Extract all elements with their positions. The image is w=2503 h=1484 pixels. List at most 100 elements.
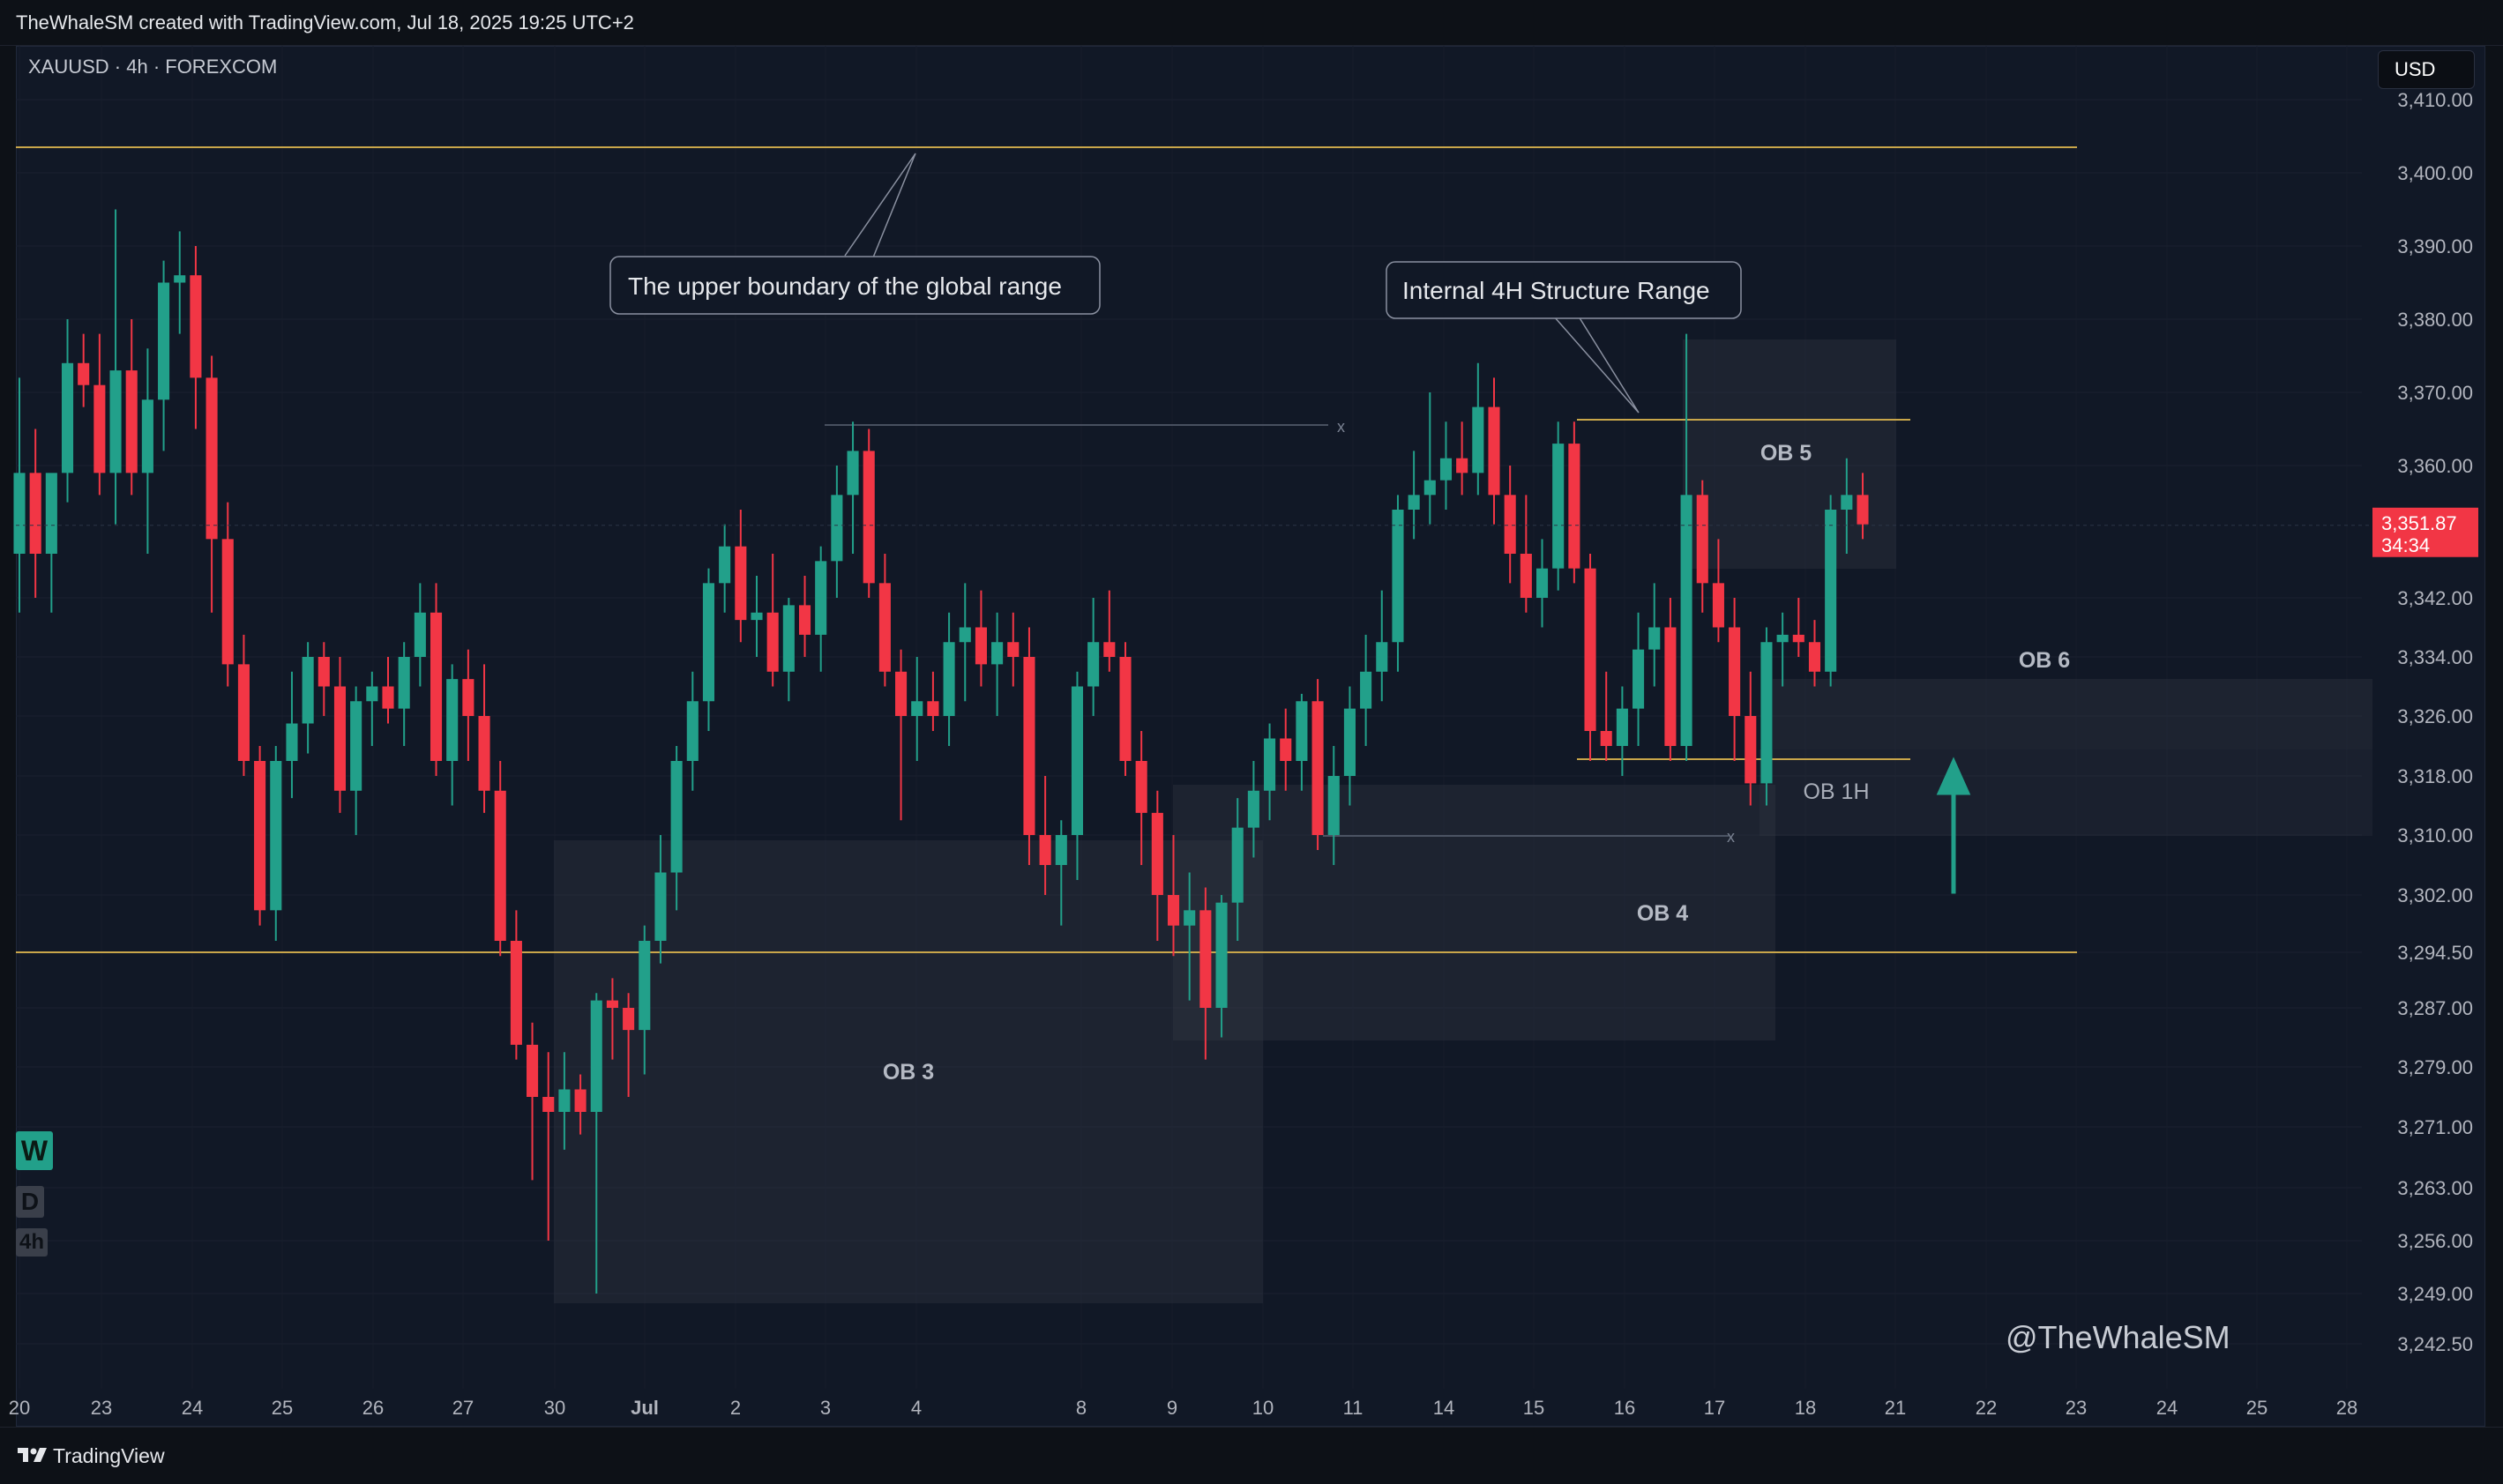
candle-body <box>1071 686 1084 835</box>
candle-body <box>766 612 779 672</box>
candle-body <box>1472 406 1484 474</box>
candle-body <box>670 761 683 873</box>
ob6-label: OB 6 <box>2019 648 2070 673</box>
candle-body <box>1392 510 1404 643</box>
candle-body <box>831 495 843 562</box>
candle-body <box>1633 649 1645 709</box>
candle-body <box>190 275 202 378</box>
candle-body <box>1327 776 1340 835</box>
candle-body <box>1135 761 1147 813</box>
candle-body <box>1247 790 1259 828</box>
candle-body <box>302 657 314 724</box>
candle <box>1311 679 1324 850</box>
candle <box>174 231 186 334</box>
candle-body <box>1151 812 1163 895</box>
callout-box-upper <box>609 256 1101 315</box>
candle <box>1729 598 1741 761</box>
chart-pane[interactable] <box>16 46 2485 1427</box>
timeframe-badge-weekly: W <box>16 1131 53 1170</box>
candle <box>333 657 347 813</box>
candle <box>478 664 490 813</box>
candle-body <box>590 1000 602 1112</box>
candle <box>542 1052 555 1241</box>
candle <box>237 634 250 776</box>
candle <box>1423 392 1436 525</box>
bar-countdown: 34:34 <box>2381 534 2430 556</box>
time-tick-label: 3 <box>820 1397 831 1419</box>
price-tick-label: 3,370.00 <box>2397 382 2473 404</box>
candle-body <box>1167 895 1180 926</box>
candle <box>943 612 955 746</box>
candle <box>1184 872 1196 1001</box>
candle-body <box>1680 495 1692 746</box>
candle <box>1680 333 1692 761</box>
candle-body <box>1600 731 1612 746</box>
time-tick-label: 8 <box>1076 1397 1087 1419</box>
candle-body <box>558 1089 571 1112</box>
candle <box>382 657 394 724</box>
candle <box>1696 480 1708 613</box>
current-price-tag <box>2372 507 2478 557</box>
candle-body <box>1423 480 1436 496</box>
candle <box>1327 746 1340 865</box>
candle <box>510 910 522 1060</box>
candle <box>1135 731 1147 865</box>
time-tick-label: 2 <box>730 1397 741 1419</box>
candle <box>558 1052 571 1150</box>
candle-body <box>1696 495 1708 584</box>
candle <box>366 671 378 746</box>
candle <box>766 554 779 687</box>
candle-body <box>1825 510 1837 672</box>
candle <box>1633 612 1645 746</box>
candle-body <box>1055 835 1067 865</box>
candle-body <box>1408 495 1420 510</box>
callout-box-internal <box>1386 261 1742 319</box>
candle <box>911 657 923 761</box>
footer-brand[interactable]: TradingView <box>53 1444 165 1467</box>
candle <box>1280 708 1292 791</box>
candle-body <box>430 612 443 761</box>
candle-body <box>686 701 699 761</box>
annotations: The upper boundary of the global range In… <box>16 153 2372 1085</box>
candle-body <box>1857 495 1869 525</box>
candle-body <box>1360 671 1372 709</box>
candle-body <box>366 686 378 702</box>
candle <box>878 554 891 687</box>
candle-body <box>125 370 138 474</box>
time-tick-label: 21 <box>1885 1397 1906 1419</box>
candle-body <box>382 686 394 709</box>
price-tick-label: 3,318.00 <box>2397 765 2473 787</box>
symbol-info[interactable]: XAUUSD · 4h · FOREXCOM <box>28 56 278 78</box>
price-tick-label: 3,302.00 <box>2397 884 2473 906</box>
ob5-label: OB 5 <box>1760 441 1812 466</box>
candle-body <box>1568 444 1580 569</box>
time-tick-label: 25 <box>2246 1397 2268 1419</box>
currency-button[interactable]: USD <box>2378 50 2475 89</box>
candle-body <box>205 377 218 540</box>
candle <box>1792 598 1804 657</box>
candle <box>1087 598 1100 716</box>
candle <box>975 590 987 687</box>
time-tick-label: 28 <box>2336 1397 2357 1419</box>
candle <box>45 473 57 613</box>
candle <box>254 746 266 926</box>
time-tick-label: 30 <box>544 1397 565 1419</box>
candle-body <box>1376 642 1388 672</box>
candle-body <box>1808 642 1821 672</box>
candle <box>158 260 170 451</box>
candle-body <box>1520 554 1532 598</box>
time-tick-label: 20 <box>9 1397 30 1419</box>
tradingview-logo-icon[interactable] <box>16 1444 49 1465</box>
candle-body <box>270 761 282 911</box>
candle-body <box>1712 583 1724 628</box>
candle-body <box>1087 642 1100 687</box>
candle <box>735 510 747 643</box>
candle <box>847 421 859 554</box>
time-tick-label: 24 <box>182 1397 203 1419</box>
ob3-label: OB 3 <box>883 1060 934 1085</box>
candle-body <box>991 642 1004 665</box>
candle-body <box>1488 406 1500 496</box>
candle <box>1504 466 1516 584</box>
candle <box>286 671 298 799</box>
